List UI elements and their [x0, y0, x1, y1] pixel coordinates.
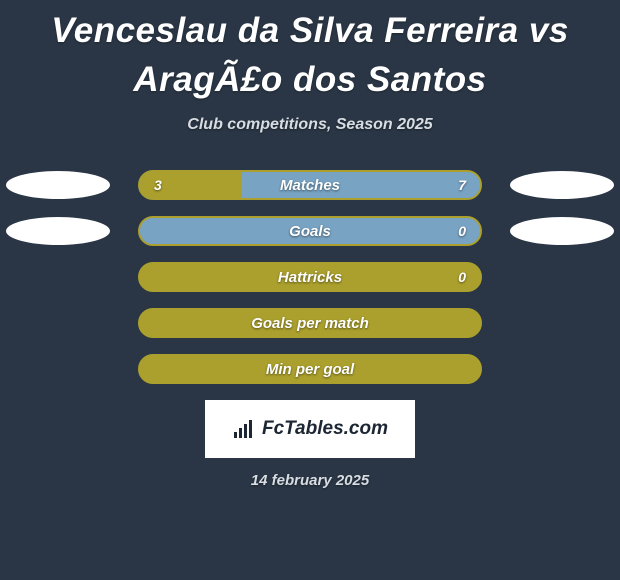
stat-bar: Goals0: [138, 216, 482, 246]
stat-label: Goals per match: [140, 310, 480, 336]
player-ellipse-right: [510, 217, 614, 245]
player-ellipse-left: [6, 217, 110, 245]
stat-row: Goals per match: [0, 308, 620, 338]
stat-row: Hattricks0: [0, 262, 620, 292]
stat-value-right: 7: [458, 172, 466, 198]
stat-label: Matches: [140, 172, 480, 198]
stat-bar: Min per goal: [138, 354, 482, 384]
page-title: Venceslau da Silva Ferreira vs AragÃ£o d…: [0, 0, 620, 108]
stat-value-left: 3: [154, 172, 162, 198]
spacer: [6, 263, 110, 291]
subtitle: Club competitions, Season 2025: [0, 116, 620, 134]
stat-bar: Hattricks0: [138, 262, 482, 292]
stat-value-right: 0: [458, 264, 466, 290]
player-ellipse-right: [510, 171, 614, 199]
stat-row: Matches3 7: [0, 170, 620, 200]
spacer: [510, 355, 614, 383]
stat-value-right: 0: [458, 218, 466, 244]
spacer: [510, 309, 614, 337]
stat-label: Goals: [140, 218, 480, 244]
spacer: [6, 355, 110, 383]
stat-bar: Matches3 7: [138, 170, 482, 200]
logo-text: FcTables.com: [262, 418, 388, 440]
stat-row: Min per goal: [0, 354, 620, 384]
stat-label: Hattricks: [140, 264, 480, 290]
player-ellipse-left: [6, 171, 110, 199]
stat-row: Goals0: [0, 216, 620, 246]
logo-box: FcTables.com: [205, 400, 415, 458]
stats-container: Matches37Goals0Hattricks0Goals per match…: [0, 170, 620, 384]
stat-label: Min per goal: [140, 356, 480, 382]
bar-chart-icon: [232, 418, 256, 440]
spacer: [6, 309, 110, 337]
stat-bar: Goals per match: [138, 308, 482, 338]
date-label: 14 february 2025: [0, 472, 620, 489]
spacer: [510, 263, 614, 291]
